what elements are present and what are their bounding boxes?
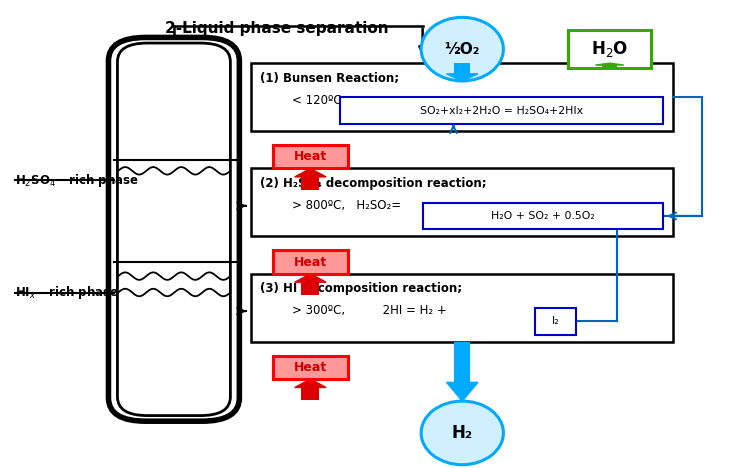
Text: 2-Liquid phase separation: 2-Liquid phase separation: [165, 21, 388, 36]
Text: Heat: Heat: [294, 361, 327, 374]
FancyBboxPatch shape: [273, 356, 348, 379]
Text: (1) Bunsen Reaction;: (1) Bunsen Reaction;: [260, 72, 399, 85]
Polygon shape: [295, 274, 326, 282]
Text: < 120ºC,: < 120ºC,: [292, 94, 345, 107]
Text: (3) HI decomposition reaction;: (3) HI decomposition reaction;: [260, 282, 462, 295]
FancyBboxPatch shape: [454, 342, 470, 382]
FancyBboxPatch shape: [340, 97, 663, 124]
Text: H$_2$O: H$_2$O: [591, 39, 628, 59]
FancyBboxPatch shape: [273, 145, 348, 168]
FancyBboxPatch shape: [251, 274, 673, 342]
Ellipse shape: [421, 401, 503, 465]
FancyBboxPatch shape: [301, 388, 319, 400]
Text: HI$_x$ $-$rich phase: HI$_x$ $-$rich phase: [15, 284, 119, 301]
Polygon shape: [595, 63, 624, 65]
Text: > 300ºC,          2HI = H₂ +: > 300ºC, 2HI = H₂ +: [292, 304, 447, 317]
Text: H$_2$SO$_4$ $-$rich phase: H$_2$SO$_4$ $-$rich phase: [15, 172, 139, 189]
Polygon shape: [447, 382, 478, 401]
FancyBboxPatch shape: [251, 168, 673, 236]
FancyBboxPatch shape: [535, 308, 576, 335]
Text: SO₂+xI₂+2H₂O = H₂SO₄+2HIx: SO₂+xI₂+2H₂O = H₂SO₄+2HIx: [420, 106, 583, 116]
Text: Heat: Heat: [294, 256, 327, 269]
FancyBboxPatch shape: [454, 63, 470, 74]
Text: I₂: I₂: [551, 316, 560, 326]
Ellipse shape: [421, 17, 503, 81]
Text: > 800ºC,   H₂SO₂=: > 800ºC, H₂SO₂=: [292, 199, 401, 212]
Text: H₂: H₂: [452, 424, 473, 442]
FancyBboxPatch shape: [117, 43, 230, 416]
FancyBboxPatch shape: [423, 203, 663, 229]
FancyBboxPatch shape: [568, 30, 651, 68]
Text: Heat: Heat: [294, 150, 327, 163]
Text: H₂O + SO₂ + 0.5O₂: H₂O + SO₂ + 0.5O₂: [491, 211, 595, 221]
Text: ½O₂: ½O₂: [444, 42, 480, 57]
FancyBboxPatch shape: [108, 37, 239, 421]
FancyBboxPatch shape: [602, 65, 617, 68]
FancyBboxPatch shape: [301, 177, 319, 190]
Polygon shape: [295, 168, 326, 177]
Polygon shape: [447, 74, 478, 81]
Polygon shape: [295, 379, 326, 388]
FancyBboxPatch shape: [301, 282, 319, 295]
FancyBboxPatch shape: [251, 63, 673, 131]
FancyBboxPatch shape: [273, 250, 348, 274]
Text: (2) H₂SO₄ decomposition reaction;: (2) H₂SO₄ decomposition reaction;: [260, 177, 486, 190]
